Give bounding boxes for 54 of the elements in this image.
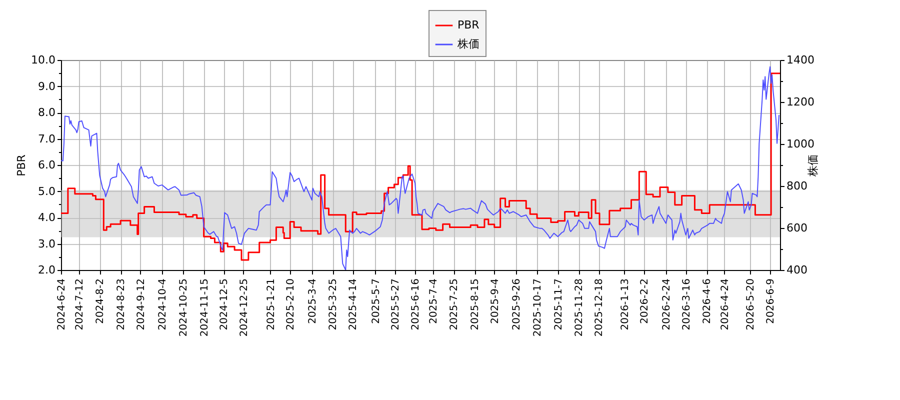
x-tick-label: 2026-4-24 (720, 278, 731, 330)
y-tick-label: 7.0 (38, 132, 56, 146)
x-tick-label: 2024-10-4 (158, 278, 169, 330)
x-tick-label: 2025-3-25 (328, 278, 340, 330)
legend-label: 株価 (456, 38, 480, 50)
x-tick-label: 2025-9-26 (512, 278, 523, 330)
x-tick-label: 2026-2-24 (661, 278, 672, 330)
x-tick-label: 2026-1-13 (620, 278, 631, 330)
x-tick-label: 2025-11-7 (553, 278, 564, 330)
x-tick-label: 2026-4-6 (702, 278, 714, 324)
y2-tick-label: 1000 (786, 138, 814, 150)
y2-tick-label: 400 (786, 264, 808, 276)
y2-tick-label: 800 (786, 180, 808, 192)
y-tick-label: 6.0 (38, 158, 56, 172)
x-tick-label: 2024-7-12 (74, 278, 86, 330)
x-tick-label: 2025-10-17 (532, 278, 544, 337)
x-tick-label: 2025-2-10 (286, 278, 297, 330)
y2-tick-label: 1200 (786, 96, 814, 108)
x-tick-label: 2024-12-25 (238, 278, 250, 337)
y-axis-title: PBR (15, 154, 28, 176)
x-tick-label: 2025-5-27 (390, 278, 402, 330)
x-tick-label: 2025-1-21 (266, 278, 277, 330)
y-tick-label: 10.0 (31, 54, 56, 66)
x-tick-label: 2024-11-15 (199, 278, 210, 337)
legend-label: PBR (458, 18, 480, 32)
y2-axis-title: 株価 (806, 154, 820, 178)
y2-tick-label: 1400 (786, 54, 814, 66)
x-tick-label: 2025-3-4 (307, 278, 318, 324)
y-tick-label: 9.0 (38, 80, 56, 93)
x-tick-label: 2024-10-25 (178, 278, 190, 337)
y-tick-label: 3.0 (38, 237, 56, 250)
x-tick-label: 2025-4-14 (348, 278, 360, 330)
y-tick-label: 8.0 (38, 106, 56, 119)
x-tick-label: 2026-6-9 (766, 278, 777, 324)
x-tick-label: 2026-2-2 (640, 278, 651, 324)
x-tick-label: 2026-5-20 (746, 278, 757, 330)
x-tick-label: 2026-3-16 (681, 278, 692, 330)
x-tick-label: 2025-8-15 (470, 278, 482, 330)
y-tick-label: 4.0 (38, 211, 56, 224)
x-tick-label: 2024-9-12 (136, 278, 147, 330)
y-tick-label: 5.0 (38, 184, 56, 198)
x-tick-label: 2025-6-16 (410, 278, 422, 330)
x-tick-label: 2025-7-4 (428, 278, 440, 324)
y2-tick-label: 600 (786, 222, 808, 234)
x-tick-label: 2024-12-5 (219, 278, 230, 330)
x-tick-label: 2025-5-7 (370, 278, 382, 324)
x-tick-label: 2025-12-18 (594, 278, 606, 337)
y-tick-label: 2.0 (38, 264, 56, 276)
x-tick-label: 2025-9-4 (490, 278, 501, 324)
x-tick-label: 2024-6-24 (56, 278, 68, 330)
x-tick-label: 2024-8-2 (95, 278, 106, 324)
x-tick-label: 2024-8-23 (116, 278, 128, 330)
x-tick-label: 2025-7-25 (449, 278, 460, 330)
x-tick-label: 2025-11-28 (574, 278, 586, 337)
